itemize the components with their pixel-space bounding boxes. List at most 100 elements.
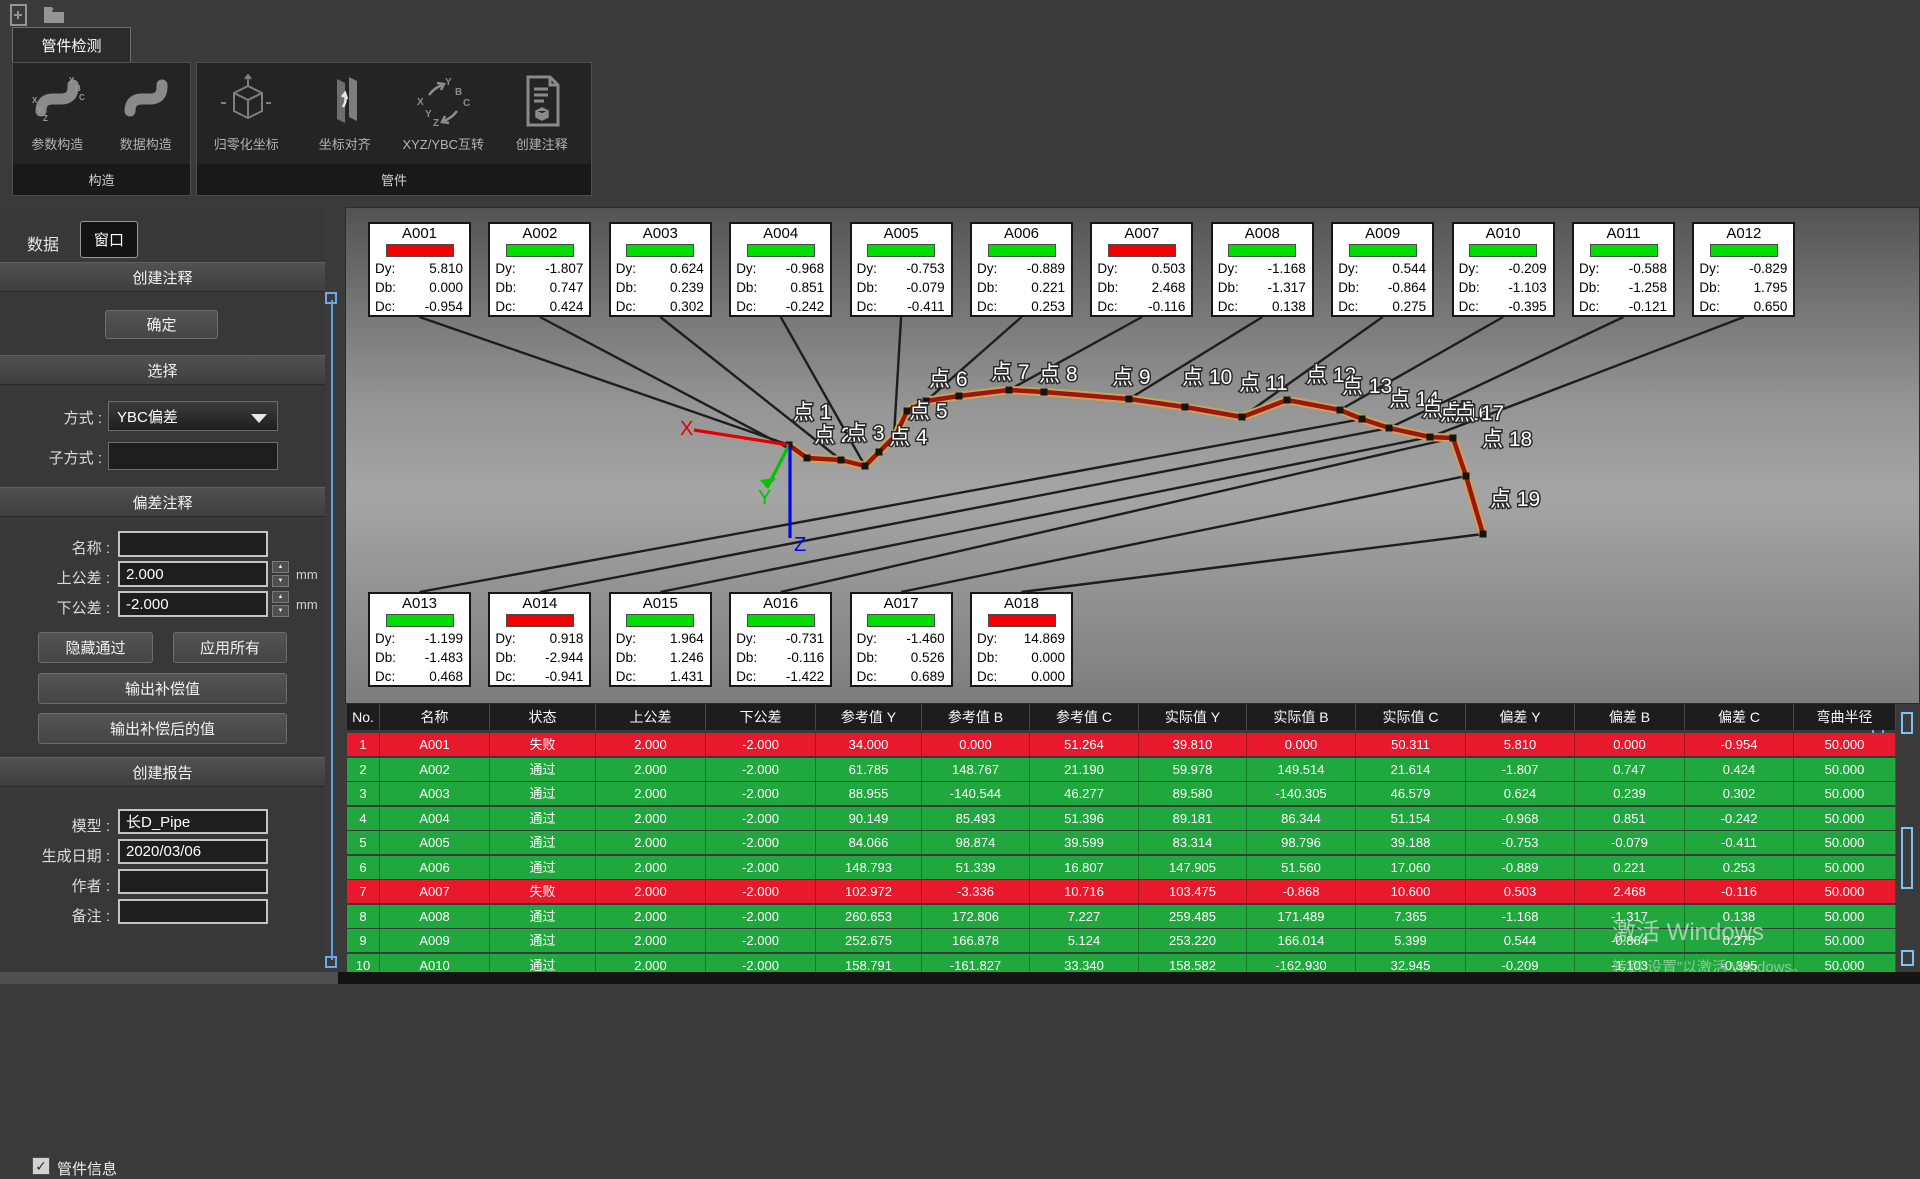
annotation-box-A002[interactable]: A002 Dy: -1.807 Db: 0.747 Dc: 0.424	[488, 222, 592, 317]
table-cell: 33.340	[1030, 953, 1139, 977]
column-header[interactable]: 实际值 B	[1247, 704, 1356, 730]
data-construct-button[interactable]: 数据构造	[102, 63, 191, 153]
annotation-box-A014[interactable]: A014 Dy: 0.918 Db: -2.944 Dc: -0.941	[488, 592, 592, 687]
leader-line	[419, 417, 1363, 594]
table-scrollbar-thumb[interactable]	[1901, 827, 1913, 889]
table-row-A008[interactable]: 8 A008 通过 2.000 -2.000 260.653 172.806 7.227 259…	[347, 904, 1896, 928]
step-down-icon[interactable]: ▼	[272, 605, 289, 617]
column-header[interactable]: 名称	[380, 704, 490, 730]
select-header[interactable]: 选择	[0, 355, 325, 385]
remark-input[interactable]	[118, 899, 268, 924]
column-header[interactable]: 上公差	[596, 704, 706, 730]
param-construct-button[interactable]: X Y Z Y B C 参数构造	[13, 63, 102, 153]
upper-tolerance-stepper[interactable]: ▲ ▼	[272, 561, 289, 587]
annotation-box-A006[interactable]: A006 Dy: -0.889 Db: 0.221 Dc: 0.253	[970, 222, 1073, 317]
name-input[interactable]	[118, 531, 268, 557]
annotation-box-A015[interactable]: A015 Dy: 1.964 Db: 1.246 Dc: 1.431	[608, 592, 712, 687]
table-cell: 50.000	[1794, 782, 1896, 805]
button-label: 参数构造	[31, 137, 84, 152]
step-up-icon[interactable]: ▲	[272, 561, 289, 573]
leader-line	[1339, 315, 1504, 412]
date-input[interactable]: 2020/03/06	[118, 839, 268, 864]
output-compensation-button[interactable]: 输出补偿值	[38, 673, 287, 704]
column-header[interactable]: 弯曲半径	[1794, 704, 1896, 730]
table-row-A009[interactable]: 9 A009 通过 2.000 -2.000 252.675 166.878 5.124 253…	[347, 929, 1896, 952]
annotation-box-A012[interactable]: A012 Dy: -0.829 Db: 1.795 Dc: 0.650	[1692, 222, 1796, 317]
leader-line	[1388, 315, 1625, 430]
annotation-box-A007[interactable]: A007 Dy: 0.503 Db: 2.468 Dc: -0.116	[1090, 222, 1194, 317]
mode-dropdown[interactable]: YBC偏差	[108, 401, 278, 431]
table-row-A005[interactable]: 5 A005 通过 2.000 -2.000 84.066 98.874 39.599 83.3…	[347, 831, 1896, 854]
lower-tolerance-input[interactable]: -2.000	[118, 591, 268, 617]
point-label: 点 13	[1342, 375, 1392, 398]
column-header[interactable]: 偏差 C	[1685, 704, 1794, 730]
column-header[interactable]: No.	[347, 704, 380, 730]
column-header[interactable]: 下公差	[706, 704, 816, 730]
tab-window[interactable]: 窗口	[80, 221, 138, 258]
pipe-info-checkbox[interactable]: ✓	[32, 1157, 50, 1175]
step-down-icon[interactable]: ▼	[272, 575, 289, 587]
apply-all-button[interactable]: 应用所有	[173, 632, 287, 663]
open-folder-icon[interactable]	[42, 3, 66, 27]
results-table[interactable]: No. 名称 状态 上公差 下公差 参考值 Y 参考值 B 参考值 C 实际值 Y 实际值 B 实际…	[347, 704, 1896, 977]
model-input[interactable]: 长D_Pipe	[118, 809, 268, 834]
output-compensated-values-button[interactable]: 输出补偿后的值	[38, 713, 287, 744]
step-up-icon[interactable]: ▲	[272, 591, 289, 603]
column-header[interactable]: 偏差 Y	[1466, 704, 1575, 730]
hide-pass-button[interactable]: 隐藏通过	[38, 632, 153, 663]
column-header[interactable]: 实际值 C	[1356, 704, 1466, 730]
column-header[interactable]: 状态	[490, 704, 596, 730]
annotation-box-A009[interactable]: A009 Dy: 0.544 Db: -0.864 Dc: 0.275	[1331, 222, 1435, 317]
create-report-header[interactable]: 创建报告	[0, 757, 325, 787]
table-cell: 21.614	[1356, 757, 1466, 781]
tab-data[interactable]: 数据	[27, 237, 60, 254]
annotation-box-A010[interactable]: A010 Dy: -0.209 Db: -1.103 Dc: -0.395	[1451, 222, 1555, 317]
table-row-A006[interactable]: 6 A006 通过 2.000 -2.000 148.793 51.339 16.807 147…	[347, 855, 1896, 879]
annotation-id: A016	[763, 595, 799, 612]
column-header[interactable]: 参考值 B	[922, 704, 1030, 730]
panel-splitter[interactable]	[331, 300, 333, 960]
table-cell: 0.503	[1466, 880, 1575, 903]
annotation-box-A011[interactable]: A011 Dy: -0.588 Db: -1.258 Dc: -0.121	[1572, 222, 1675, 317]
annotation-box-A003[interactable]: A003 Dy: 0.624 Db: 0.239 Dc: 0.302	[608, 222, 712, 317]
xyz-ybc-convert-button[interactable]: X Y Z Y B C XYZ/YBC互转	[394, 63, 493, 153]
table-row-A003[interactable]: 3 A003 通过 2.000 -2.000 88.955 -140.544 46.277 89…	[347, 782, 1896, 805]
column-header[interactable]: 参考值 C	[1030, 704, 1139, 730]
annotation-box-A004[interactable]: A004 Dy: -0.968 Db: 0.851 Dc: -0.242	[729, 222, 833, 317]
submode-input[interactable]	[108, 442, 278, 470]
column-header[interactable]: 参考值 Y	[816, 704, 922, 730]
splitter-handle-bottom[interactable]	[325, 956, 337, 968]
annotation-box-A008[interactable]: A008 Dy: -1.168 Db: -1.317 Dc: 0.138	[1210, 222, 1314, 317]
annotation-box-A018[interactable]: A018 Dy: 14.869 Db: 0.000 Dc: 0.000	[970, 592, 1073, 687]
splitter-handle-top[interactable]	[325, 292, 337, 304]
column-header[interactable]: 偏差 B	[1575, 704, 1685, 730]
table-row-A004[interactable]: 4 A004 通过 2.000 -2.000 90.149 85.493 51.396 89.1…	[347, 806, 1896, 830]
author-input[interactable]	[118, 869, 268, 894]
table-cell: 149.514	[1247, 757, 1356, 781]
annotation-box-A017[interactable]: A017 Dy: -1.460 Db: 0.526 Dc: 0.689	[849, 592, 953, 687]
zero-coords-button[interactable]: 归零化坐标	[197, 63, 296, 153]
table-scrollbar-top[interactable]	[1901, 712, 1913, 734]
table-scrollbar-bottom[interactable]	[1901, 950, 1914, 966]
column-header[interactable]: 实际值 Y	[1139, 704, 1247, 730]
annotation-box-A005[interactable]: A005 Dy: -0.753 Db: -0.079 Dc: -0.411	[849, 222, 953, 317]
table-row-A007[interactable]: 7 A007 失败 2.000 -2.000 102.972 -3.336 10.716 103…	[347, 880, 1896, 903]
annotation-box-A016[interactable]: A016 Dy: -0.731 Db: -0.116 Dc: -1.422	[729, 592, 833, 687]
deviation-annotation-header[interactable]: 偏差注释	[0, 487, 325, 517]
upper-tolerance-input[interactable]: 2.000	[118, 561, 268, 587]
tab-pipe-inspection[interactable]: 管件检测	[12, 27, 131, 62]
lower-tolerance-stepper[interactable]: ▲ ▼	[272, 591, 289, 617]
create-annotation-button[interactable]: 创建注释	[493, 63, 592, 153]
annotation-box-A001[interactable]: A001 Dy: 5.810 Db: 0.000 Dc: -0.954	[368, 222, 471, 317]
table-row-A001[interactable]: 1 A001 失败 2.000 -2.000 34.000 0.000 51.264 39.81…	[347, 733, 1896, 756]
create-annotation-header[interactable]: 创建注释	[0, 262, 325, 292]
align-coords-button[interactable]: 坐标对齐	[296, 63, 395, 153]
table-row-A010[interactable]: 10 A010 通过 2.000 -2.000 158.791 -161.827 33.340…	[347, 953, 1896, 977]
table-row-A002[interactable]: 2 A002 通过 2.000 -2.000 61.785 148.767 21.190 59.…	[347, 757, 1896, 781]
annotation-box-A013[interactable]: A013 Dy: -1.199 Db: -1.483 Dc: 0.468	[368, 592, 471, 687]
annotation-status-bar	[1709, 244, 1778, 257]
ok-button[interactable]: 确定	[105, 310, 218, 339]
table-cell: -0.968	[1466, 806, 1575, 830]
new-file-icon[interactable]	[8, 3, 32, 27]
